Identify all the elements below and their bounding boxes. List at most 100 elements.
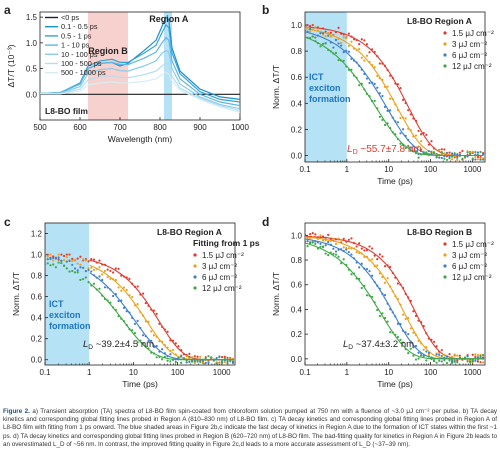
- data-point: [425, 359, 428, 362]
- data-point: [378, 62, 381, 65]
- data-point: [98, 266, 101, 269]
- x-tick-label: 10: [384, 368, 393, 377]
- data-point: [49, 253, 52, 256]
- data-point: [443, 359, 446, 362]
- panel-letter: d: [262, 215, 269, 229]
- data-point: [438, 353, 441, 356]
- data-point: [414, 358, 418, 361]
- data-point: [125, 288, 128, 292]
- legend-marker: [443, 275, 447, 279]
- data-point: [57, 261, 60, 264]
- data-point: [425, 133, 428, 136]
- data-point: [404, 147, 407, 150]
- data-point: [196, 355, 199, 358]
- data-point: [324, 252, 327, 255]
- data-point: [360, 262, 363, 265]
- data-point: [218, 362, 221, 365]
- data-point: [332, 252, 335, 255]
- data-point: [46, 262, 49, 265]
- data-point: [456, 158, 459, 161]
- panel-b: b 0.1 1 10 100 1000 0.0 0.2 0.4 0.6 0.8 1.0 Time (ps…: [262, 3, 494, 186]
- data-point: [112, 271, 115, 274]
- data-point: [65, 260, 68, 263]
- data-point: [461, 149, 464, 153]
- data-point: [188, 360, 191, 363]
- plot-area: [45, 253, 235, 365]
- y-axis-label: Norm. ΔT/T: [271, 65, 281, 109]
- data-point: [337, 59, 340, 62]
- data-point: [456, 361, 459, 364]
- data-point: [309, 30, 312, 33]
- y-axis-label: ΔT/T (10⁻³): [6, 44, 16, 87]
- data-point: [404, 317, 407, 321]
- plot-area: [305, 231, 485, 365]
- data-point: [321, 42, 325, 45]
- data-point: [309, 27, 312, 31]
- legend-entry: 500 - 1000 ps: [61, 68, 106, 77]
- data-point: [443, 148, 446, 151]
- data-point: [376, 308, 379, 312]
- data-point: [422, 355, 425, 358]
- data-point: [193, 360, 196, 363]
- data-point: [309, 24, 312, 28]
- data-point: [319, 45, 322, 48]
- data-point: [471, 157, 474, 160]
- data-point: [150, 330, 153, 333]
- data-point: [223, 357, 226, 360]
- figure-caption: Figure 2. a) Transient absorption (TA) s…: [3, 408, 497, 449]
- legend-marker: [193, 286, 197, 290]
- data-point: [309, 233, 312, 236]
- data-point: [427, 355, 430, 358]
- data-point: [342, 246, 345, 249]
- data-point: [350, 40, 353, 43]
- data-point: [122, 306, 126, 309]
- data-point: [133, 322, 137, 326]
- data-point: [311, 240, 314, 243]
- data-point: [327, 253, 330, 257]
- data-point: [407, 144, 410, 148]
- data-point: [73, 258, 77, 261]
- data-point: [319, 234, 322, 237]
- data-point: [177, 356, 180, 359]
- data-point: [71, 259, 74, 263]
- data-point: [45, 254, 47, 257]
- data-point: [440, 360, 443, 363]
- legend-marker: [193, 264, 197, 268]
- data-point: [476, 151, 480, 154]
- data-point: [404, 117, 407, 120]
- data-point: [414, 344, 418, 348]
- data-point: [109, 269, 112, 273]
- data-point: [103, 269, 107, 273]
- legend-entry: 0.1 - 0.5 ps: [61, 22, 98, 31]
- x-tick-label: 1: [345, 368, 350, 377]
- region-a-label: Region A: [149, 14, 189, 24]
- data-point: [417, 357, 420, 360]
- legend-marker: [193, 275, 197, 279]
- data-point: [87, 260, 90, 263]
- data-point: [440, 156, 443, 160]
- data-point: [476, 353, 480, 357]
- legend-entry: 6 μJ cm⁻²: [452, 51, 487, 60]
- panel-title: L8-BO Region A: [407, 16, 472, 26]
- data-point: [474, 155, 477, 159]
- data-point: [420, 148, 423, 151]
- data-point: [399, 116, 402, 120]
- data-point: [438, 359, 441, 362]
- data-point: [383, 293, 387, 297]
- data-point: [342, 237, 345, 240]
- data-point: [65, 267, 68, 270]
- data-point: [422, 151, 425, 155]
- data-point: [62, 264, 66, 267]
- legend-marker: [443, 31, 447, 35]
- data-point: [476, 158, 480, 161]
- data-point: [334, 39, 338, 42]
- y-tick-label: 0.6: [31, 293, 43, 302]
- data-point: [481, 158, 485, 161]
- data-point: [445, 355, 449, 358]
- data-point: [399, 142, 402, 145]
- data-point: [417, 145, 420, 148]
- data-point: [340, 262, 343, 265]
- legend-entry: 3 μJ cm⁻²: [202, 262, 237, 271]
- data-point: [332, 46, 335, 49]
- data-point: [358, 47, 361, 51]
